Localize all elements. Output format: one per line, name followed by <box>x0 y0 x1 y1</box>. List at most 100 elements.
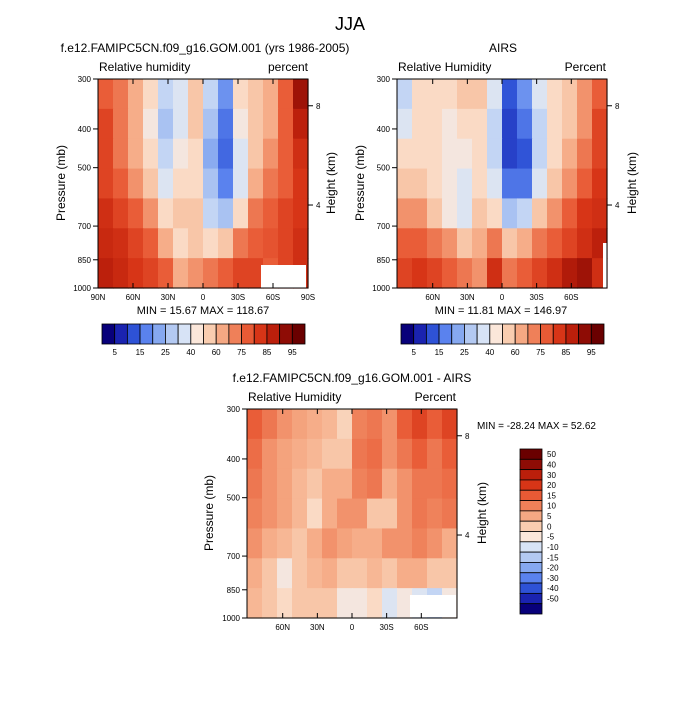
heatmap-cell <box>307 409 323 440</box>
heatmap-cell <box>502 108 518 140</box>
heatmap-cell <box>262 558 278 589</box>
heatmap-cell <box>397 258 413 289</box>
heatmap-cell <box>113 138 129 170</box>
y-tick-label: 400 <box>227 455 241 464</box>
heatmap-cell <box>547 108 563 140</box>
heatmap-cell <box>143 138 159 170</box>
heatmap-cell <box>412 138 428 170</box>
panel-model-masked-region <box>261 265 306 288</box>
heatmap-cell <box>307 558 323 589</box>
heatmap-cell <box>412 528 428 559</box>
colorbar-box <box>519 531 543 543</box>
x-tick-label: 60S <box>564 293 578 302</box>
heatmap-cell <box>337 438 353 470</box>
heatmap-cell <box>382 558 398 589</box>
colorbar-box <box>451 323 465 345</box>
heatmap-cell <box>532 228 548 259</box>
y-tick-label: 1000 <box>73 284 91 293</box>
heatmap-cell <box>442 258 458 289</box>
colorbar-label: -10 <box>547 543 559 552</box>
heatmap-cell <box>247 438 263 470</box>
heatmap-cell <box>577 258 593 289</box>
colorbar-box <box>400 323 415 345</box>
heatmap-cell <box>352 528 368 559</box>
colorbar-label: 20 <box>547 481 556 490</box>
colorbar-box <box>139 323 154 345</box>
panel-airs-heatmap <box>397 79 608 289</box>
heatmap-cell <box>532 168 548 200</box>
heatmap-cell <box>158 108 174 140</box>
x-tick-label: 0 <box>500 293 505 302</box>
heatmap-cell <box>382 468 398 500</box>
heatmap-cell <box>322 468 338 500</box>
heatmap-cell <box>502 198 518 229</box>
colorbar-label: -20 <box>547 564 559 573</box>
heatmap-cell <box>262 588 278 619</box>
heatmap-cell <box>562 138 578 170</box>
panel-airs-y-axis: 300 400 500 700 850 1000 <box>372 75 397 293</box>
heatmap-cell <box>412 558 428 589</box>
heatmap-cell <box>487 198 503 229</box>
heatmap-cell <box>592 168 608 200</box>
colorbar-label: 5 <box>411 348 416 357</box>
heatmap-cell <box>547 168 563 200</box>
heatmap-cell <box>442 498 458 530</box>
heatmap-cell <box>98 228 114 259</box>
y-tick-label: 1000 <box>222 614 240 623</box>
colorbar-box <box>519 582 543 594</box>
x-tick-label: 60S <box>414 623 428 632</box>
heatmap-cell <box>487 138 503 170</box>
height-tick-label: 4 <box>615 201 620 210</box>
heatmap-cell <box>98 138 114 170</box>
colorbar-label: 95 <box>587 348 596 357</box>
heatmap-cell <box>203 79 219 110</box>
figure-title: JJA <box>335 14 365 34</box>
y-tick-label: 850 <box>377 256 391 265</box>
heatmap-cell <box>307 588 323 619</box>
heatmap-cell <box>502 258 518 289</box>
colorbar-box <box>514 323 529 345</box>
colorbar-box <box>177 323 192 345</box>
heatmap-cell <box>277 468 293 500</box>
colorbar-box <box>203 323 217 345</box>
x-tick-label: 60N <box>275 623 290 632</box>
colorbar-label: 15 <box>136 348 145 357</box>
heatmap-cell <box>547 79 563 110</box>
heatmap-cell <box>233 198 249 229</box>
heatmap-cell <box>442 438 458 470</box>
heatmap-cell <box>442 228 458 259</box>
colorbar-box <box>540 323 554 345</box>
y-tick-label: 850 <box>227 586 241 595</box>
colorbar-box <box>552 323 567 345</box>
heatmap-cell <box>487 168 503 200</box>
colorbar-box <box>519 479 543 491</box>
panel-model-height-axis: 84 <box>308 102 321 210</box>
heatmap-cell <box>322 438 338 470</box>
heatmap-cell <box>292 498 308 530</box>
panel-model-right-label: percent <box>268 60 309 74</box>
panel-airs-x-axis: 60N 30N 0 30S 60S <box>425 79 578 302</box>
heatmap-cell <box>322 558 338 589</box>
heatmap-cell <box>248 79 264 110</box>
heatmap-cell <box>278 138 294 170</box>
x-tick-label: 30N <box>161 293 176 302</box>
heatmap-cell <box>98 168 114 200</box>
colorbar-label: 15 <box>547 491 556 500</box>
heatmap-cell <box>158 138 174 170</box>
heatmap-cell <box>293 228 309 259</box>
heatmap-cell <box>293 138 309 170</box>
heatmap-cell <box>397 138 413 170</box>
heatmap-cell <box>442 528 458 559</box>
heatmap-cell <box>218 79 234 110</box>
colorbar-box <box>519 489 543 501</box>
colorbar-box <box>152 323 166 345</box>
heatmap-cell <box>277 588 293 619</box>
heatmap-cell <box>98 108 114 140</box>
colorbar-box <box>519 551 543 563</box>
heatmap-cell <box>98 258 114 289</box>
heatmap-cell <box>442 409 458 440</box>
heatmap-cell <box>397 438 413 470</box>
heatmap-cell <box>352 588 368 619</box>
heatmap-cell <box>502 79 518 110</box>
heatmap-cell <box>337 409 353 440</box>
